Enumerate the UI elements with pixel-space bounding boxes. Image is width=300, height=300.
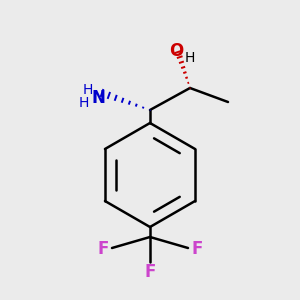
- Text: F: F: [97, 240, 109, 258]
- Text: H: H: [83, 83, 93, 97]
- Text: F: F: [191, 240, 203, 258]
- Text: F: F: [144, 263, 156, 281]
- Text: O: O: [169, 42, 183, 60]
- Text: H: H: [185, 51, 195, 65]
- Text: H: H: [79, 96, 89, 110]
- Text: N: N: [91, 89, 105, 107]
